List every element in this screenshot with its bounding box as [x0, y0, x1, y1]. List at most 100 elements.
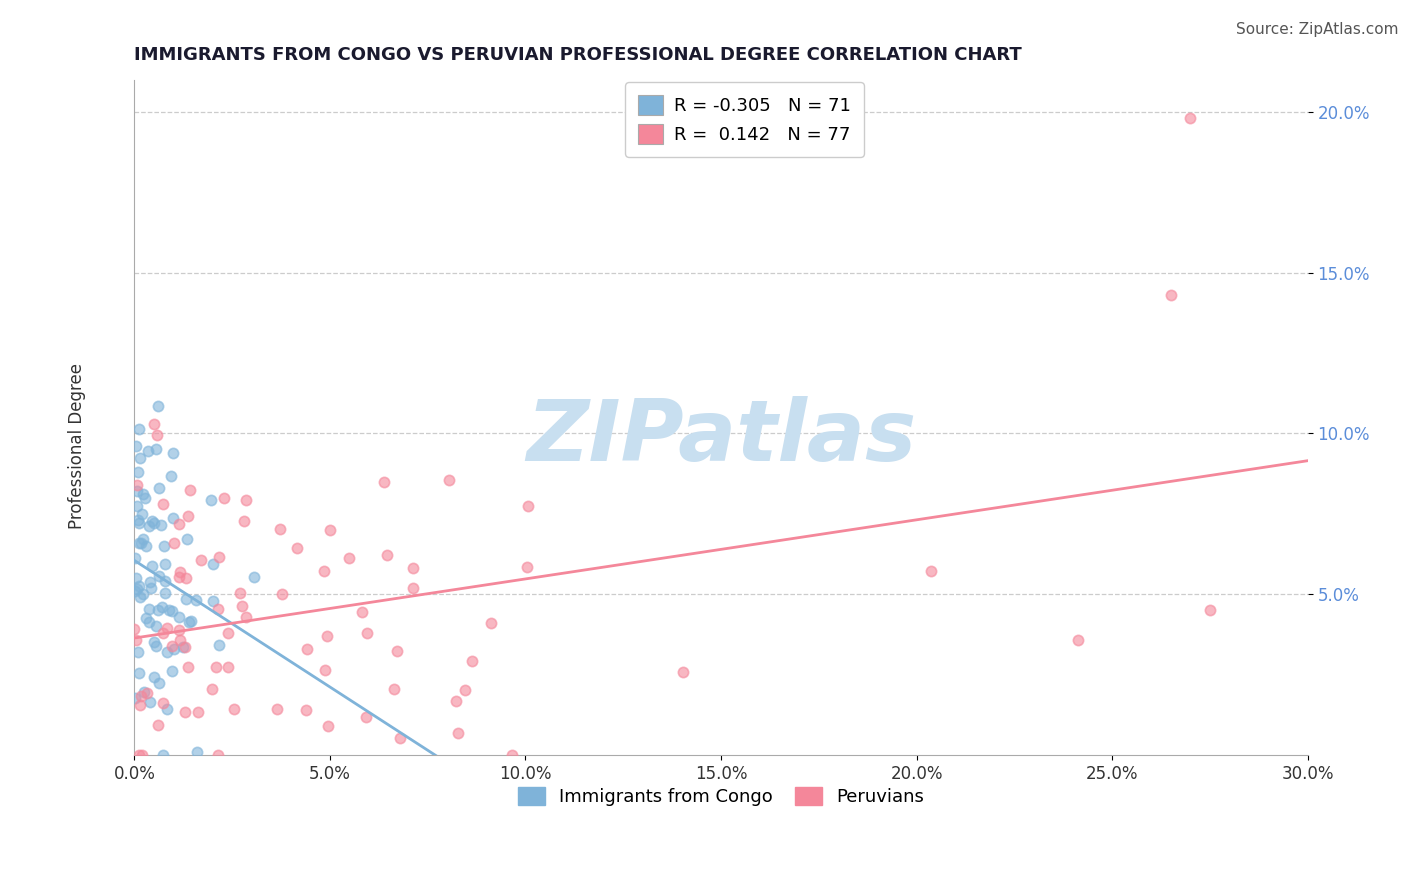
Point	[187, 705, 209, 719]
Point	[127, 465, 149, 479]
Point	[134, 491, 156, 505]
Point	[143, 635, 166, 649]
Point	[125, 632, 148, 647]
Point	[295, 703, 318, 717]
Point	[201, 682, 224, 697]
Point	[231, 599, 253, 613]
Point	[179, 615, 201, 629]
Point	[131, 536, 153, 550]
Point	[127, 478, 149, 492]
Point	[385, 644, 408, 658]
Point	[131, 487, 153, 501]
Point	[148, 676, 170, 690]
Point	[446, 725, 468, 739]
Point	[169, 565, 191, 579]
Point	[162, 639, 184, 653]
Point	[142, 417, 165, 431]
Point	[125, 582, 148, 596]
Point	[389, 731, 412, 745]
Point	[127, 645, 149, 659]
Point	[131, 747, 153, 762]
Point	[180, 614, 202, 628]
Point	[128, 422, 150, 436]
Point	[444, 694, 467, 708]
Point	[163, 536, 186, 550]
Point	[235, 610, 257, 624]
Point	[516, 500, 538, 514]
Point	[136, 685, 159, 699]
Point	[1180, 112, 1202, 126]
Point	[186, 592, 208, 607]
Point	[160, 664, 183, 678]
Point	[461, 654, 484, 668]
Point	[148, 568, 170, 582]
Point	[217, 660, 239, 674]
Point	[157, 603, 180, 617]
Point	[201, 557, 224, 571]
Point	[160, 605, 183, 619]
Point	[141, 559, 163, 574]
Legend: Immigrants from Congo, Peruvians: Immigrants from Congo, Peruvians	[510, 780, 931, 814]
Point	[177, 508, 200, 523]
Point	[146, 428, 169, 442]
Point	[138, 519, 160, 533]
Point	[160, 468, 183, 483]
Point	[172, 640, 194, 655]
Text: Professional Degree: Professional Degree	[69, 363, 86, 529]
Point	[454, 682, 477, 697]
Point	[672, 665, 695, 680]
Point	[145, 442, 167, 457]
Point	[222, 702, 245, 716]
Point	[479, 615, 502, 630]
Point	[174, 571, 197, 585]
Point	[132, 684, 155, 698]
Point	[350, 605, 373, 619]
Point	[149, 518, 172, 533]
Text: Source: ZipAtlas.com: Source: ZipAtlas.com	[1236, 22, 1399, 37]
Point	[135, 539, 157, 553]
Point	[148, 481, 170, 495]
Point	[200, 492, 222, 507]
Point	[156, 645, 179, 659]
Point	[141, 514, 163, 528]
Point	[190, 553, 212, 567]
Point	[167, 570, 190, 584]
Point	[152, 747, 174, 762]
Point	[127, 513, 149, 527]
Point	[314, 663, 336, 677]
Point	[124, 583, 146, 598]
Point	[125, 439, 148, 453]
Point	[174, 640, 197, 654]
Point	[266, 702, 288, 716]
Point	[129, 690, 152, 704]
Point	[146, 399, 169, 413]
Point	[186, 746, 208, 760]
Point	[229, 586, 252, 600]
Point	[207, 602, 229, 616]
Point	[354, 709, 377, 723]
Point	[132, 587, 155, 601]
Text: IMMIGRANTS FROM CONGO VS PERUVIAN PROFESSIONAL DEGREE CORRELATION CHART: IMMIGRANTS FROM CONGO VS PERUVIAN PROFES…	[135, 46, 1022, 64]
Point	[124, 571, 146, 585]
Point	[356, 625, 378, 640]
Point	[156, 702, 179, 716]
Point	[174, 591, 197, 606]
Point	[205, 659, 228, 673]
Point	[173, 706, 195, 720]
Point	[319, 523, 342, 537]
Point	[373, 475, 395, 490]
Point	[148, 602, 170, 616]
Point	[179, 483, 201, 497]
Point	[1199, 603, 1222, 617]
Point	[401, 561, 423, 575]
Point	[501, 747, 523, 762]
Point	[139, 695, 162, 709]
Point	[128, 536, 150, 550]
Point	[375, 548, 398, 562]
Point	[138, 601, 160, 615]
Point	[152, 696, 174, 710]
Point	[314, 564, 336, 578]
Point	[129, 698, 152, 712]
Point	[243, 570, 266, 584]
Point	[316, 719, 339, 733]
